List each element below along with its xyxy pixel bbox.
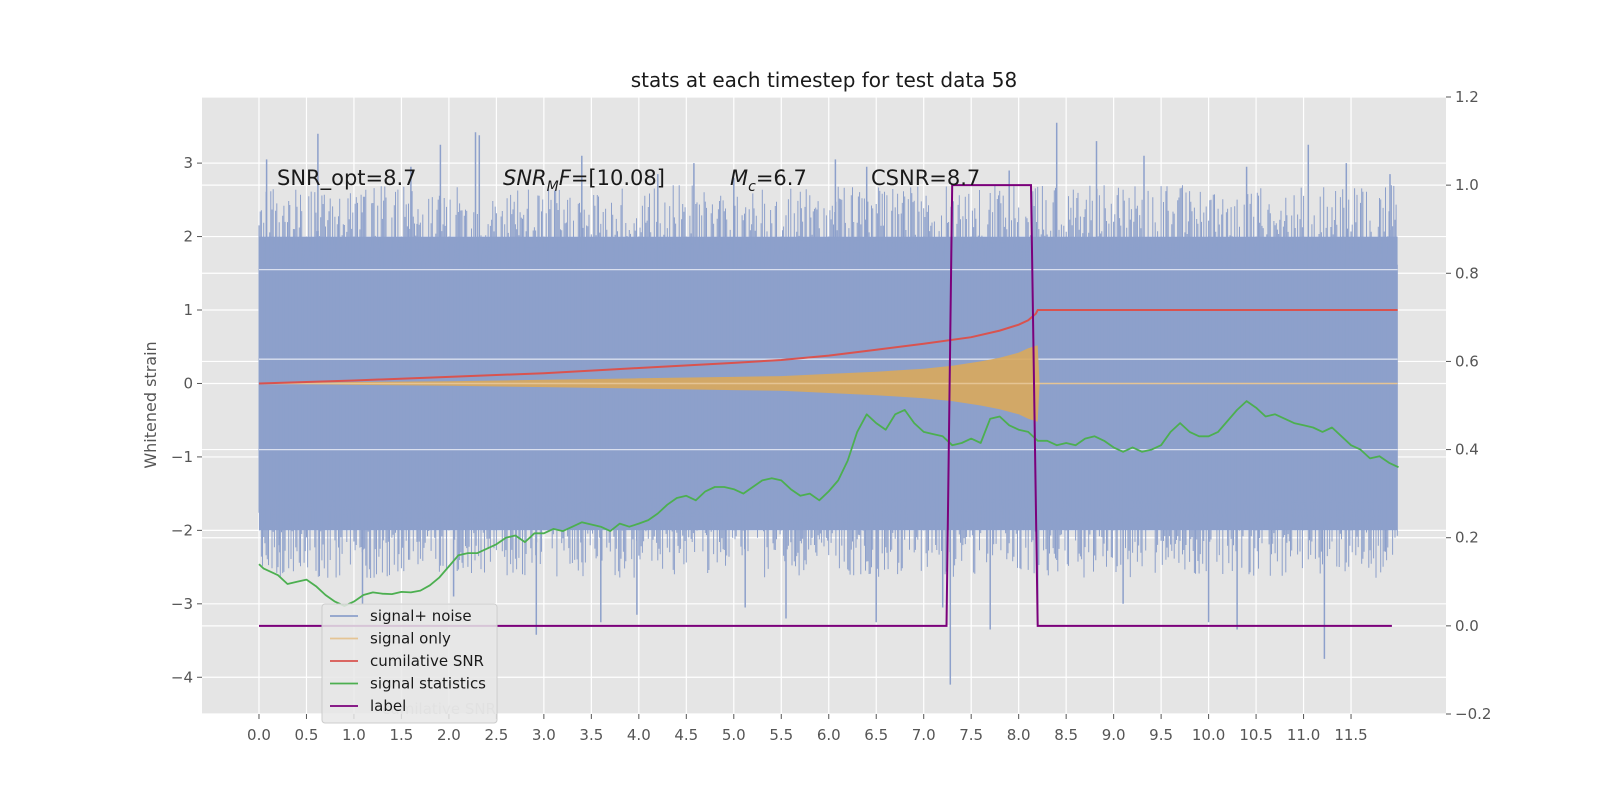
x-tick-label: 0.5	[295, 726, 319, 744]
x-tick-label: 9.0	[1102, 726, 1126, 744]
x-tick-label: 2.0	[437, 726, 461, 744]
annotation-snr-opt: SNR_opt=8.7	[277, 166, 417, 191]
annotation-csnr: CSNR=8.7	[871, 166, 980, 190]
legend-label: cumilative SNR	[370, 652, 484, 670]
legend-box	[321, 603, 498, 724]
x-tick-label: 7.5	[959, 726, 983, 744]
legend-label: label	[370, 697, 406, 715]
x-tick-label: 6.5	[864, 726, 888, 744]
annotation-mc: Mc=6.7	[730, 166, 807, 195]
x-tick-label: 4.5	[674, 726, 698, 744]
y2-tick-label: 1.2	[1455, 88, 1479, 106]
y-tick-label: −4	[171, 668, 193, 686]
noise-gridline-overlay	[258, 268, 1398, 451]
x-tick-label: 8.0	[1007, 726, 1031, 744]
y2-tick-label: 0.0	[1455, 617, 1479, 635]
annotation-snr-mf: SNRMF=[10.08]	[503, 166, 665, 195]
legend-label: signal statistics	[370, 675, 486, 693]
y2-tick-label: 0.4	[1455, 441, 1479, 459]
chart-title: stats at each timestep for test data 58	[631, 68, 1017, 92]
x-tick-label: 2.5	[484, 726, 508, 744]
y2-tick-label: 0.2	[1455, 529, 1479, 547]
x-tick-label: 11.5	[1334, 726, 1367, 744]
x-tick-label: 5.5	[769, 726, 793, 744]
x-tick-label: 6.0	[817, 726, 841, 744]
y-tick-label: 0	[183, 374, 193, 392]
label-line	[259, 184, 1392, 627]
signal-statistics-line	[258, 400, 1399, 607]
x-tick-label: 4.0	[627, 726, 651, 744]
y-tick-label: 2	[183, 228, 193, 246]
x-tick-label: 1.5	[389, 726, 413, 744]
y2-tick-label: 0.6	[1455, 352, 1479, 370]
x-tick-label: 3.0	[532, 726, 556, 744]
x-tick-label: 8.5	[1054, 726, 1078, 744]
y-tick-label: 1	[183, 301, 193, 319]
annotations: SNR_opt=8.7 SNRMF=[10.08] Mc=6.7 CSNR=8.…	[277, 166, 980, 195]
x-tick-label: 7.0	[912, 726, 936, 744]
y2-tick-label: 0.8	[1455, 264, 1479, 282]
y-tick-label: −3	[171, 595, 193, 613]
x-tick-label: 0.0	[247, 726, 271, 744]
axes: 0.0 0.5 1.0 1.5 2.0 2.5 3.0 3.5 4.0 4.5 5.0 5.5 6.0 6…	[171, 88, 1492, 744]
y-tick-label: 3	[183, 154, 193, 172]
x-tick-label: 10.5	[1239, 726, 1272, 744]
legend-label: signal+ noise	[370, 607, 472, 625]
x-tick-label: 5.0	[722, 726, 746, 744]
series-layer	[258, 122, 1399, 685]
y-tick-label: −1	[171, 448, 193, 466]
x-tick-label: 11.0	[1287, 726, 1320, 744]
y2-tick-label: 1.0	[1455, 176, 1479, 194]
y-tick-label: −2	[171, 521, 193, 539]
x-tick-label: 10.0	[1192, 726, 1225, 744]
cumulative-snr-line	[258, 309, 1398, 385]
x-tick-label: 1.0	[342, 726, 366, 744]
y-axis-label: Whitened strain	[141, 341, 160, 468]
x-tick-label: 3.5	[579, 726, 603, 744]
x-tick-label: 9.5	[1149, 726, 1173, 744]
legend-label: signal only	[370, 630, 451, 648]
y2-tick-label: −0.2	[1455, 705, 1491, 723]
noise-peaks	[265, 122, 1391, 685]
